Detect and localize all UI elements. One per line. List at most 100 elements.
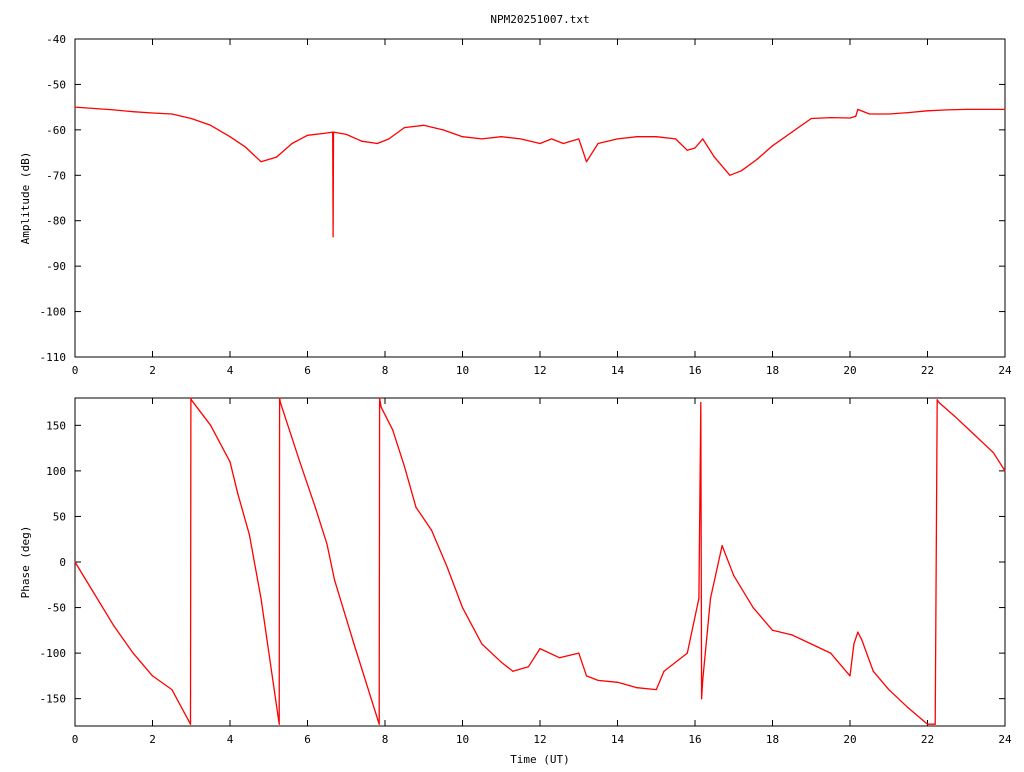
data-point: [446, 565, 448, 568]
x-tick-label-0: 10: [456, 364, 469, 377]
data-point: [655, 688, 657, 691]
y-tick-label-1: 50: [53, 510, 66, 523]
x-tick-label-0: 22: [921, 364, 934, 377]
data-point: [415, 506, 417, 508]
data-point: [380, 406, 382, 408]
data-point: [378, 397, 381, 399]
x-tick-label-0: 4: [227, 364, 234, 377]
data-point: [527, 666, 529, 668]
series-line-0-0: [74, 106, 1005, 238]
x-tick-label-1: 0: [72, 733, 79, 746]
data-point: [853, 643, 855, 645]
data-point: [597, 679, 599, 682]
data-point: [376, 142, 378, 145]
y-tick-label-1: -50: [46, 602, 66, 615]
data-point: [353, 643, 355, 645]
data-point: [700, 401, 702, 404]
x-tick-label-1: 24: [998, 733, 1012, 746]
data-point: [229, 136, 231, 138]
y-tick-label-1: 0: [59, 556, 66, 569]
data-point: [500, 136, 502, 138]
x-tick-label-0: 12: [533, 364, 546, 377]
data-point: [926, 723, 929, 725]
y-tick-label-0: -40: [46, 33, 66, 46]
x-tick-label-1: 4: [227, 733, 234, 746]
data-point: [74, 106, 76, 108]
x-tick-label-1: 14: [611, 733, 625, 746]
data-point: [1004, 470, 1006, 472]
x-tick-label-1: 18: [766, 733, 779, 746]
data-point: [500, 661, 502, 663]
data-point: [936, 399, 938, 401]
y-tick-label-0: -100: [40, 306, 67, 319]
data-point: [314, 506, 316, 508]
data-point: [171, 113, 173, 115]
chart-title: NPM20251007.txt: [490, 13, 589, 26]
data-point: [771, 629, 774, 631]
data-point: [830, 652, 832, 654]
data-point: [93, 593, 95, 595]
data-point: [539, 142, 541, 145]
data-point: [733, 575, 735, 577]
data-point: [1004, 108, 1006, 111]
data-point: [810, 117, 812, 120]
x-tick-label-0: 24: [998, 364, 1012, 377]
data-point: [616, 681, 619, 683]
data-point: [868, 113, 870, 115]
plot-frame-0: [74, 38, 1006, 358]
data-point: [278, 723, 280, 725]
data-point: [946, 109, 948, 111]
data-point: [973, 433, 975, 436]
data-point: [616, 138, 619, 140]
data-point: [190, 117, 192, 120]
data-point: [392, 429, 394, 431]
data-point: [702, 138, 704, 140]
y-tick-label-0: -70: [46, 169, 66, 182]
data-point: [291, 142, 293, 145]
data-point: [907, 707, 909, 709]
x-tick-label-1: 20: [843, 733, 856, 746]
data-point: [332, 131, 335, 133]
data-point: [675, 138, 677, 140]
data-point: [322, 132, 324, 135]
data-point: [938, 401, 940, 404]
data-point: [237, 493, 239, 495]
x-tick-label-0: 2: [149, 364, 156, 377]
data-point: [403, 126, 405, 129]
data-point: [694, 147, 696, 149]
data-point: [830, 116, 832, 119]
x-tick-label-1: 16: [688, 733, 701, 746]
data-point: [171, 688, 173, 691]
data-point: [578, 138, 580, 140]
data-point: [907, 111, 909, 114]
data-point: [299, 461, 301, 463]
data-point: [698, 597, 700, 600]
y-tick-label-0: -60: [46, 124, 66, 137]
data-point: [872, 670, 874, 672]
data-point: [636, 136, 638, 138]
data-point: [361, 140, 363, 142]
data-point: [326, 543, 328, 545]
data-point: [332, 236, 334, 238]
data-point: [578, 652, 580, 654]
data-point: [190, 397, 192, 399]
data-point: [686, 149, 688, 151]
data-point: [585, 161, 588, 163]
data-point: [244, 146, 247, 148]
data-point: [655, 136, 657, 138]
y-tick-label-0: -50: [46, 78, 66, 91]
data-point: [597, 142, 599, 145]
data-point: [113, 109, 115, 111]
x-tick-label-0: 0: [72, 364, 79, 377]
x-tick-label-0: 16: [688, 364, 701, 377]
series-line-1-0: [74, 397, 1006, 725]
y-axis-label-0: Amplitude (dB): [19, 152, 32, 245]
data-point: [855, 115, 857, 117]
data-point: [756, 158, 758, 160]
y-tick-label-1: 100: [46, 465, 66, 478]
data-point: [861, 638, 863, 641]
data-point: [151, 112, 154, 114]
data-point: [461, 136, 464, 138]
